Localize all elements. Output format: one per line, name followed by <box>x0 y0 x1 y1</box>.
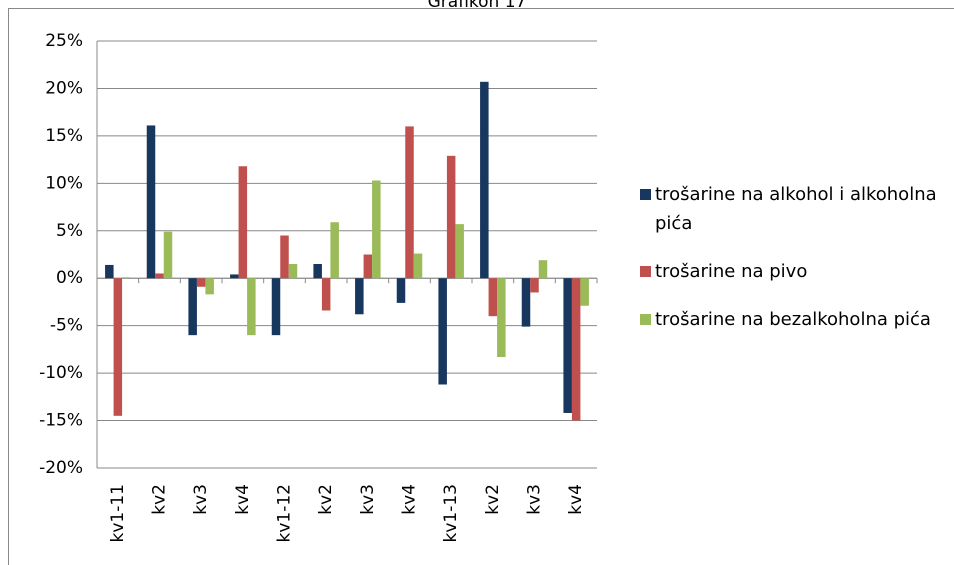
legend: trošarine na alkohol i alkoholna pića tro… <box>640 180 945 353</box>
x-tick-label: kv1-13 <box>441 484 461 543</box>
legend-label: trošarine na bezalkoholna pića <box>655 309 931 330</box>
bar <box>405 126 414 279</box>
bar <box>538 260 548 279</box>
bar <box>288 263 298 279</box>
bar <box>521 278 531 327</box>
legend-entry: trošarine na bezalkoholna pića <box>640 305 945 334</box>
y-tick-label: -15% <box>39 411 83 431</box>
bar <box>355 278 364 315</box>
bar <box>313 263 322 279</box>
y-tick-label: 20% <box>45 78 83 98</box>
bar <box>372 180 381 279</box>
y-tick-label: 15% <box>45 126 83 146</box>
bar <box>455 224 464 279</box>
bar <box>105 264 114 279</box>
bar <box>438 278 447 385</box>
chart-frame <box>8 8 954 565</box>
bar <box>280 235 289 279</box>
legend-swatch <box>640 314 651 325</box>
x-tick-label: kv3 <box>358 484 378 515</box>
x-tick-label: kv4 <box>233 484 253 515</box>
legend-swatch <box>640 189 651 200</box>
bar <box>413 253 423 279</box>
bar <box>446 155 456 279</box>
chart-title: Grafikon 17 <box>428 0 527 12</box>
bar <box>163 231 173 279</box>
bar <box>530 278 539 293</box>
x-tick-label: kv1-12 <box>275 484 295 543</box>
bar <box>230 274 239 279</box>
x-tick-label: kv2 <box>483 484 503 515</box>
legend-entry: trošarine na pivo <box>640 257 945 286</box>
y-tick-label: -10% <box>39 363 83 383</box>
bar <box>188 278 197 336</box>
x-tick-label: kv2 <box>316 484 336 515</box>
y-tick-label: 0% <box>56 268 83 288</box>
x-tick-label: kv4 <box>566 484 586 515</box>
bar <box>113 278 123 416</box>
legend-swatch <box>640 266 651 277</box>
bar <box>571 278 581 421</box>
bar <box>155 273 164 279</box>
x-tick-label: kv3 <box>525 484 545 515</box>
bar <box>321 278 331 311</box>
bar <box>196 278 206 287</box>
y-tick-label: 25% <box>45 31 83 51</box>
bar <box>563 278 572 413</box>
bar <box>247 278 256 336</box>
bar <box>146 125 156 279</box>
y-tick-label: 5% <box>56 221 83 241</box>
y-tick-label: -20% <box>39 458 83 478</box>
bar <box>205 278 214 295</box>
bar <box>363 254 373 279</box>
legend-label: trošarine na pivo <box>655 261 808 282</box>
x-tick-label: kv4 <box>400 484 420 515</box>
x-tick-label: kv2 <box>150 484 170 515</box>
legend-label: trošarine na alkohol i alkoholna pića <box>655 184 937 234</box>
x-tick-label: kv1-11 <box>108 484 128 543</box>
y-tick-label: 10% <box>45 173 83 193</box>
legend-entry: trošarine na alkohol i alkoholna pića <box>640 180 945 238</box>
bar <box>396 278 406 303</box>
bar <box>122 277 131 279</box>
bar <box>580 278 589 306</box>
bar <box>271 278 281 336</box>
bar <box>480 81 489 279</box>
y-tick-label: -5% <box>50 316 83 336</box>
bar <box>488 278 498 317</box>
bar <box>330 222 339 279</box>
bar <box>497 278 506 357</box>
bar <box>238 166 248 279</box>
x-tick-label: kv3 <box>191 484 211 515</box>
